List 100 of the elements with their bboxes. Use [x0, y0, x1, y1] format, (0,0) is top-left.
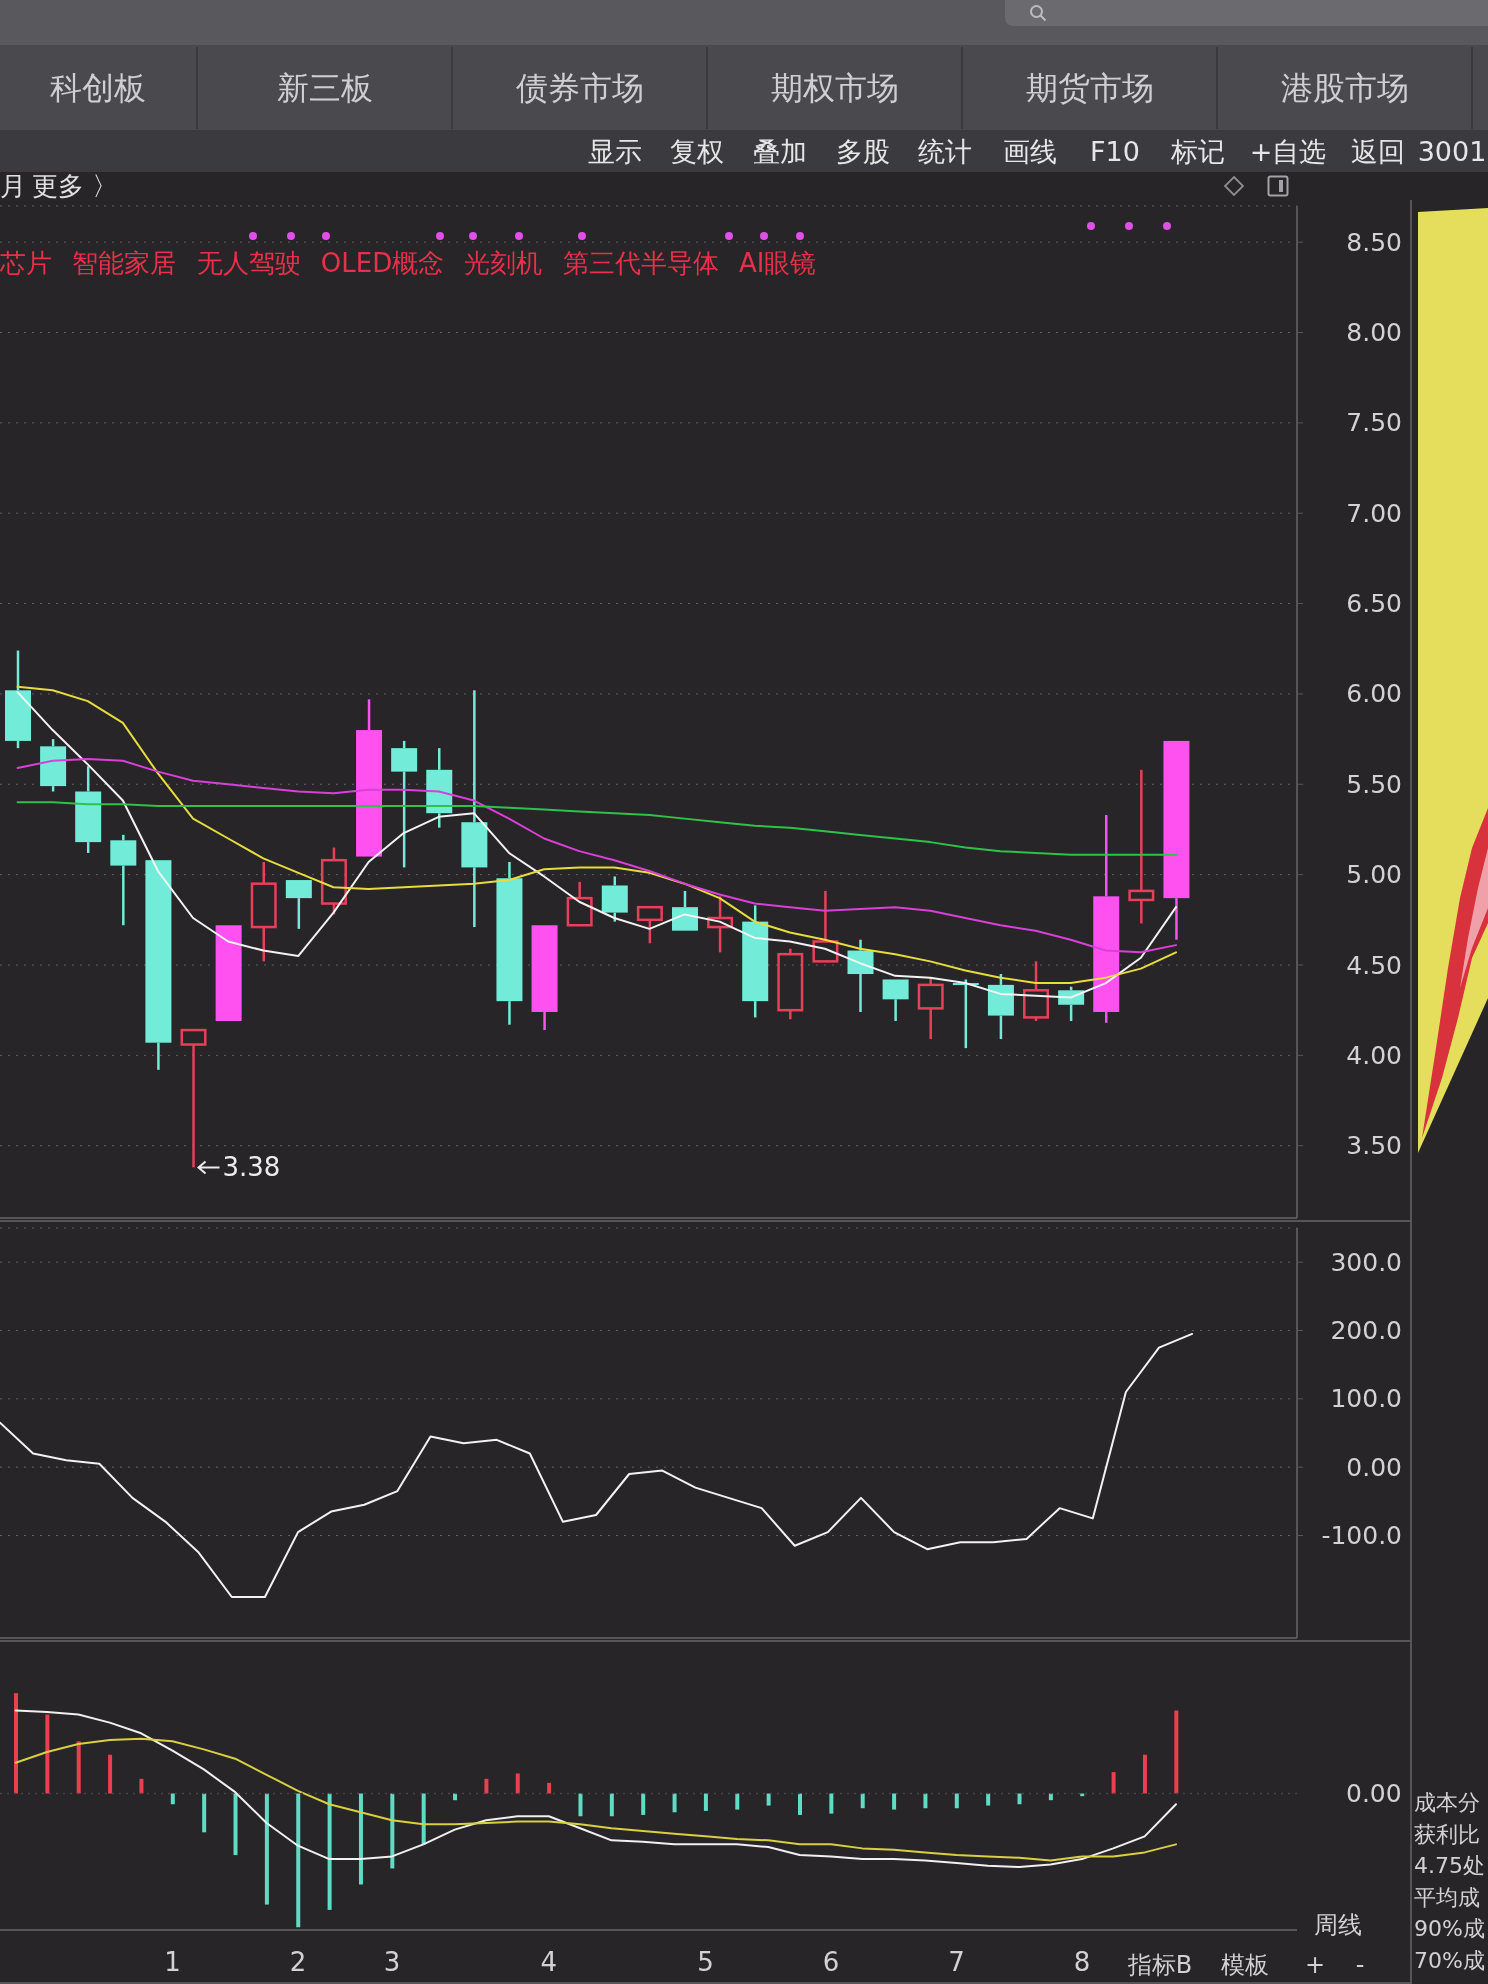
bar [703, 1793, 708, 1811]
text: 芯片 智能家居 无人驾驶 OLED概念 光刻机 第三代半导体 AI眼镜 [0, 248, 817, 278]
bar [327, 1793, 332, 1910]
text: 成本分 [1414, 1790, 1480, 1815]
candlestick [110, 833, 137, 927]
y-tick-label: 0.00 [1346, 1452, 1402, 1482]
text: 月 [0, 171, 26, 201]
x-tick-label: 8 [1073, 1947, 1091, 1977]
line-series [16, 757, 1177, 954]
bar [264, 1793, 269, 1905]
tab: 期货市场 [963, 47, 1218, 129]
text: 70%成 [1414, 1947, 1485, 1973]
bar [108, 1754, 113, 1794]
text: 统计 [918, 135, 972, 167]
y-tick-label: 7.50 [1346, 408, 1402, 438]
bar [139, 1778, 144, 1794]
bar [202, 1793, 207, 1833]
bar [14, 1693, 18, 1794]
bar [735, 1793, 740, 1810]
y-tick-label: 8.00 [1346, 318, 1402, 347]
text: 指标B [1127, 1951, 1193, 1979]
tab: 期权市场 [708, 47, 963, 129]
bar [170, 1793, 175, 1805]
y-tick-label: 4.00 [1346, 1040, 1402, 1070]
text: 4.75处 [1414, 1853, 1485, 1878]
candlestick [426, 746, 453, 829]
bar [641, 1793, 646, 1815]
bar [484, 1778, 489, 1794]
text: 90%成 [1414, 1916, 1485, 1941]
y-tick-label: -100.0 [1321, 1521, 1402, 1550]
text: 显示 [588, 135, 642, 167]
x-tick-label: 4 [540, 1947, 558, 1977]
bar [515, 1773, 520, 1794]
y-tick-label: 5.50 [1346, 769, 1402, 799]
y-tick-label: 8.50 [1346, 227, 1402, 257]
tab: 新三板 [198, 47, 453, 129]
bar [954, 1793, 959, 1809]
y-tick-label: 7.00 [1346, 498, 1402, 528]
text: 叠加 [753, 135, 807, 167]
x-tick-label: 3 [383, 1947, 401, 1977]
text: 获利比 [1414, 1821, 1480, 1847]
y-tick-label: 3.50 [1346, 1131, 1402, 1161]
text: + [1304, 1951, 1326, 1979]
candlestick [461, 689, 488, 929]
bar [547, 1782, 552, 1794]
bar [923, 1793, 928, 1809]
text: F10 [1090, 135, 1140, 167]
x-tick-label: 7 [948, 1947, 965, 1977]
candlestick [707, 895, 734, 954]
annotation: 3.38 [222, 1152, 281, 1183]
x-tick-label: 2 [289, 1947, 307, 1977]
bar [1111, 1772, 1116, 1794]
y-tick-label: 5.00 [1346, 860, 1402, 890]
text: 平均成 [1414, 1884, 1480, 1910]
candlestick [496, 860, 523, 1026]
bar [1174, 1710, 1179, 1794]
text: 画线 [1003, 135, 1057, 167]
bar [358, 1793, 363, 1885]
y-tick-label: 4.50 [1346, 950, 1402, 980]
bar [860, 1793, 865, 1809]
candlestick [250, 860, 277, 963]
text: 周线 [1314, 1911, 1362, 1939]
bar [1017, 1793, 1022, 1805]
text: 3001 [1417, 135, 1487, 167]
tab: 港股市场 [1218, 47, 1473, 129]
text: 模板 [1221, 1951, 1269, 1979]
tab: 债券市场 [453, 47, 708, 129]
text: 复权 [670, 135, 724, 167]
text: 多股 [836, 135, 890, 167]
text: +自选 [1249, 135, 1327, 167]
y-tick-label: 200.0 [1330, 1316, 1402, 1345]
bar [672, 1793, 677, 1813]
y-tick-label: 6.00 [1346, 679, 1402, 709]
x-tick-label: 6 [822, 1947, 840, 1977]
bar [296, 1793, 301, 1928]
y-tick-label: 6.50 [1346, 589, 1402, 619]
y-tick-label: 300.0 [1330, 1247, 1402, 1277]
bar [578, 1793, 583, 1817]
bar [45, 1714, 50, 1794]
candlestick [1128, 768, 1155, 925]
line-series [16, 801, 1177, 856]
bar [233, 1793, 238, 1856]
bar [798, 1793, 802, 1815]
bar [1142, 1754, 1147, 1794]
bar [609, 1793, 614, 1817]
x-tick-label: 5 [697, 1947, 714, 1977]
bar [986, 1793, 991, 1806]
line-series [0, 1332, 1194, 1598]
bar [766, 1793, 771, 1806]
y-tick-label: 100.0 [1330, 1384, 1402, 1414]
x-tick-label: 1 [164, 1947, 181, 1977]
tab: 科创板 [0, 47, 198, 129]
text: - [1355, 1951, 1365, 1979]
bar [390, 1793, 395, 1869]
bar [892, 1793, 897, 1810]
bar [421, 1793, 426, 1845]
text: 标记 [1171, 135, 1225, 167]
bar [76, 1741, 81, 1794]
text: 返回 [1351, 135, 1405, 167]
bar [829, 1793, 834, 1814]
